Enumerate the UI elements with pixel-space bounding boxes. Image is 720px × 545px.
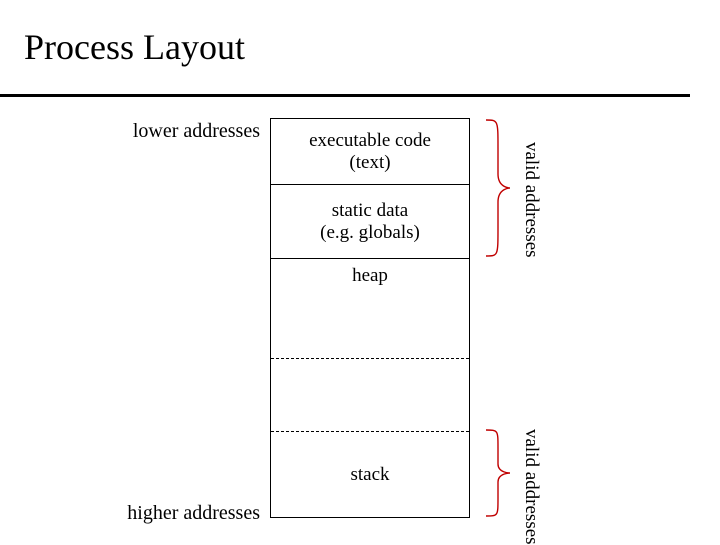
brace-top-path: [486, 120, 510, 256]
memory-column: executable code (text) static data (e.g.…: [270, 118, 470, 518]
brace-bottom: [484, 428, 512, 518]
brace-bottom-path: [486, 430, 510, 516]
segment-heap-label: heap: [271, 265, 469, 287]
brace-top-label: valid addresses: [520, 142, 542, 258]
brace-top: [484, 118, 512, 258]
segment-static-label: static data (e.g. globals): [320, 200, 420, 244]
higher-addresses-label: higher addresses: [90, 502, 260, 525]
lower-addresses-label: lower addresses: [90, 120, 260, 143]
stack-grow-line: [271, 431, 469, 432]
segment-static: static data (e.g. globals): [271, 185, 469, 259]
segment-text: executable code (text): [271, 119, 469, 185]
title-rule: [0, 94, 690, 97]
segment-gap: [271, 359, 469, 431]
brace-bottom-label: valid addresses: [520, 429, 542, 545]
segment-heap: heap: [271, 259, 469, 359]
page-title: Process Layout: [24, 26, 245, 68]
segment-stack: stack: [271, 431, 469, 519]
segment-stack-label: stack: [350, 464, 389, 486]
segment-text-label: executable code (text): [309, 130, 431, 174]
